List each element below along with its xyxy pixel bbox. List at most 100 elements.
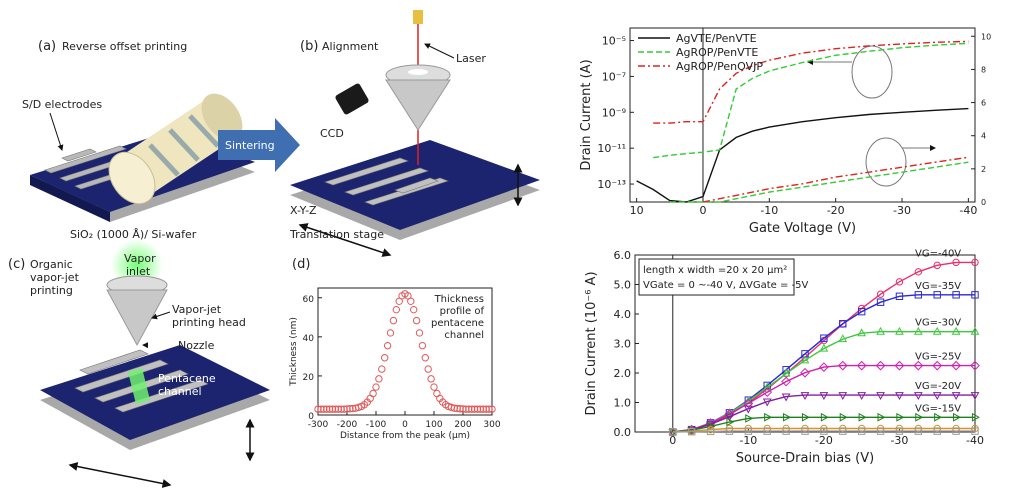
marker bbox=[857, 307, 866, 316]
marker bbox=[801, 427, 809, 435]
marker bbox=[913, 392, 923, 401]
marker bbox=[894, 360, 905, 371]
callout: Laser bbox=[456, 52, 486, 65]
marker bbox=[762, 382, 772, 391]
marker bbox=[337, 405, 345, 413]
panel-label: (c) bbox=[8, 257, 25, 272]
marker bbox=[314, 405, 322, 413]
marker bbox=[781, 393, 791, 402]
annotation: VGate = 0 ~-40 V, ΔVGate = -5V bbox=[643, 280, 808, 291]
marker bbox=[456, 405, 464, 413]
callout: CCD bbox=[320, 127, 344, 140]
marker bbox=[933, 291, 941, 299]
marker bbox=[724, 409, 735, 419]
marker bbox=[372, 383, 380, 391]
marker bbox=[743, 398, 754, 409]
marker bbox=[473, 405, 482, 413]
marker bbox=[820, 334, 828, 342]
marker bbox=[932, 326, 942, 335]
marker bbox=[839, 320, 847, 328]
marker bbox=[465, 405, 473, 413]
marker bbox=[819, 392, 829, 401]
y-tick-label: 3.0 bbox=[614, 338, 632, 351]
x-tick-label: 0 bbox=[669, 434, 676, 447]
marker bbox=[876, 298, 885, 306]
marker bbox=[378, 365, 386, 373]
marker bbox=[952, 291, 960, 299]
marker bbox=[857, 328, 867, 337]
marker bbox=[706, 427, 715, 436]
callout: printing head bbox=[172, 316, 246, 329]
marker bbox=[323, 405, 331, 413]
marker bbox=[932, 360, 943, 371]
series-line bbox=[653, 40, 969, 124]
y-tick-label: 0.0 bbox=[614, 426, 632, 439]
marker bbox=[325, 405, 334, 413]
annotation-box bbox=[638, 258, 795, 296]
y-tick-label: 4.0 bbox=[614, 308, 632, 321]
marker bbox=[914, 268, 923, 276]
marker bbox=[383, 341, 392, 350]
marker bbox=[913, 360, 924, 371]
series-line bbox=[672, 430, 975, 433]
marker bbox=[838, 334, 848, 343]
marker bbox=[407, 297, 415, 305]
marker bbox=[837, 360, 848, 371]
marker bbox=[856, 360, 867, 371]
marker bbox=[838, 392, 848, 401]
marker bbox=[839, 412, 848, 422]
marker bbox=[427, 375, 435, 383]
series-line bbox=[672, 427, 975, 433]
marker bbox=[951, 326, 961, 335]
marker bbox=[424, 365, 432, 373]
marker bbox=[971, 291, 979, 299]
marker bbox=[951, 392, 961, 401]
callout: inlet bbox=[126, 265, 151, 278]
x-tick-label: 0 bbox=[699, 204, 706, 217]
roller bbox=[108, 93, 243, 205]
x-tick-label: 300 bbox=[483, 420, 500, 430]
annotation: channel bbox=[444, 330, 484, 341]
panel-a: (a) Reverse offset printing S/D electrod… bbox=[22, 39, 300, 241]
marker bbox=[857, 427, 866, 435]
marker bbox=[725, 413, 734, 422]
marker bbox=[800, 367, 810, 378]
y-tick-label: 10⁻⁵ bbox=[602, 35, 626, 48]
callout: Vapor bbox=[124, 252, 156, 265]
y-tick-label: 2.0 bbox=[614, 367, 632, 380]
marker bbox=[971, 412, 980, 422]
marker bbox=[800, 355, 810, 364]
marker bbox=[450, 404, 458, 412]
series-label: VG=-25V bbox=[915, 352, 961, 363]
x-tick-label: -20 bbox=[815, 434, 833, 447]
x-tick-label: -200 bbox=[337, 420, 358, 430]
marker bbox=[819, 362, 829, 372]
marker bbox=[386, 329, 395, 337]
panel-label: (a) bbox=[38, 39, 56, 54]
y-tick-label: 6.0 bbox=[614, 249, 632, 262]
callout: Pentacene bbox=[158, 372, 216, 385]
marker bbox=[453, 404, 461, 413]
marker bbox=[876, 326, 885, 335]
panel-title: Alignment bbox=[322, 40, 379, 53]
y-tick-label: 5.0 bbox=[614, 279, 632, 292]
x-tick-label: 0 bbox=[402, 420, 408, 430]
callout: Nozzle bbox=[178, 339, 215, 352]
marker bbox=[858, 412, 867, 422]
marker bbox=[952, 427, 960, 435]
x-tick-label: -10 bbox=[739, 434, 757, 447]
x-tick-label: -40 bbox=[966, 434, 984, 447]
marker bbox=[430, 383, 438, 391]
marker bbox=[895, 278, 904, 286]
marker bbox=[895, 326, 904, 335]
series-label: VG=-15V bbox=[915, 403, 961, 414]
marker bbox=[800, 392, 810, 401]
series-line bbox=[636, 107, 969, 203]
marker bbox=[762, 398, 772, 407]
y2-tick-label: 10 bbox=[981, 32, 991, 41]
callout: channel bbox=[158, 385, 202, 398]
marker bbox=[744, 427, 753, 435]
marker bbox=[876, 427, 885, 435]
y-axis-label: Drain Current (A) bbox=[579, 59, 594, 170]
y-tick-label: 10⁻⁹ bbox=[602, 106, 626, 119]
